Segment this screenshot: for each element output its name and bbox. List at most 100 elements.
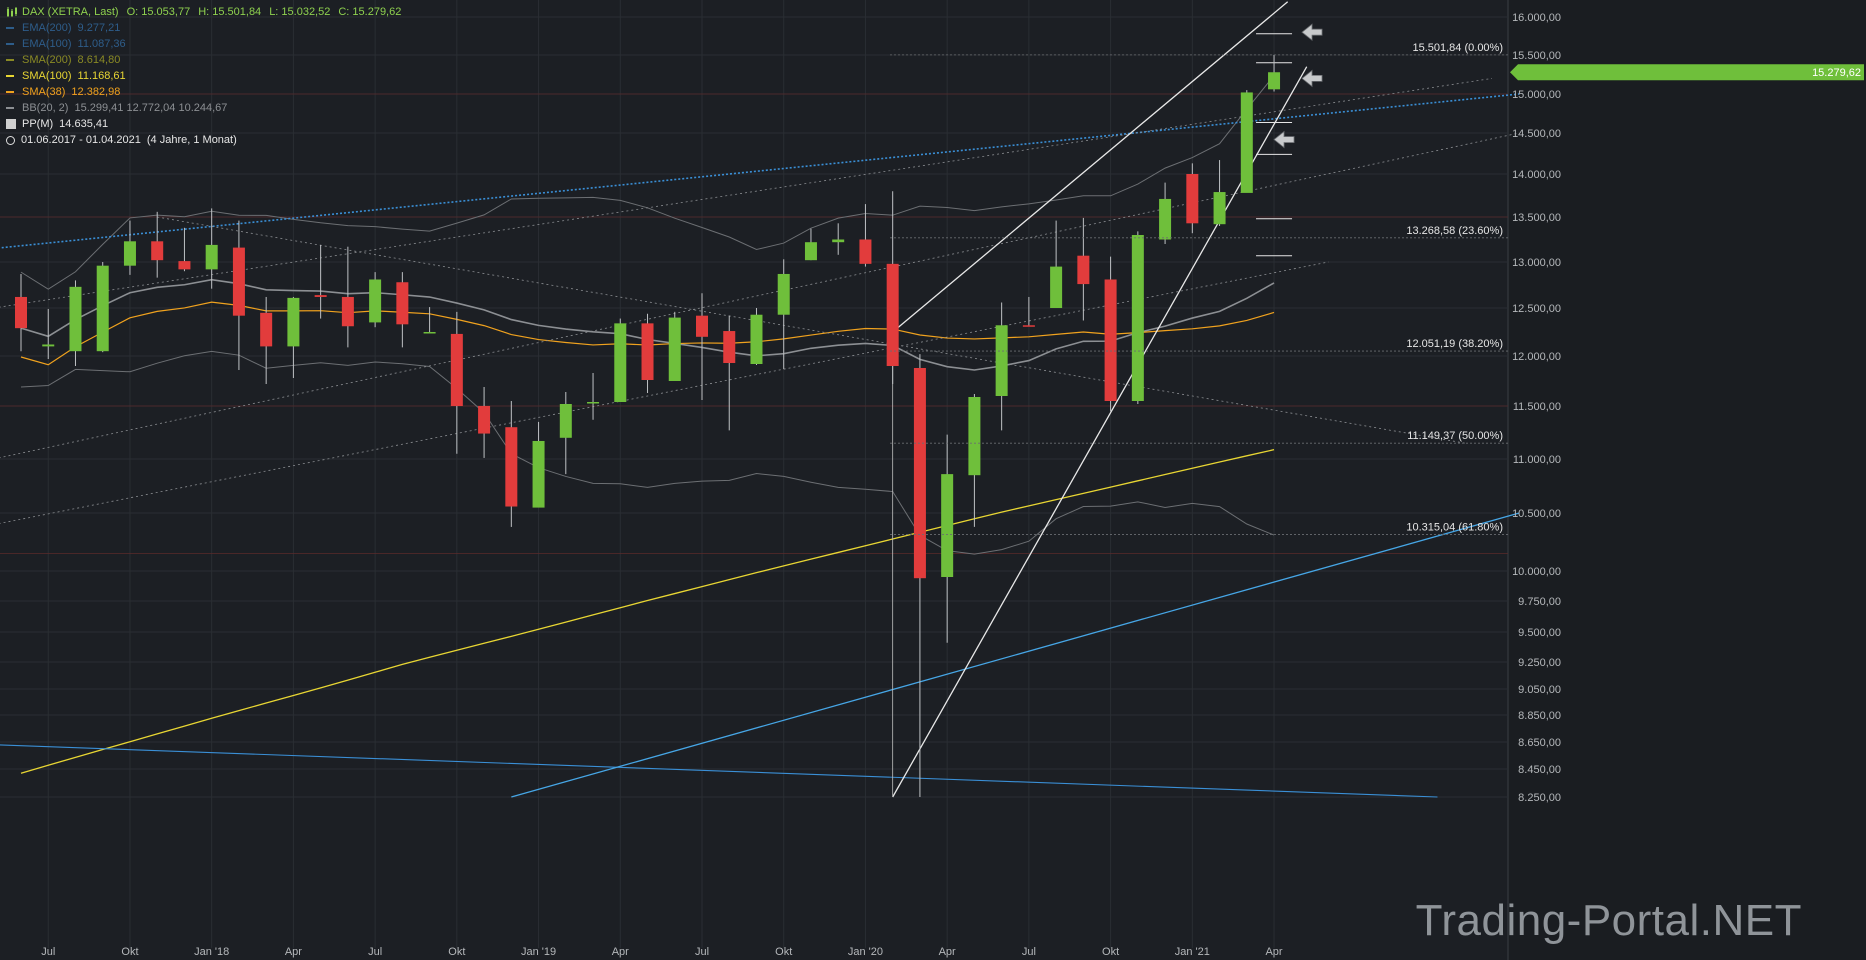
- legend-range-dates: 01.06.2017 - 01.04.2021: [21, 134, 141, 146]
- legend-pp-name: PP(M): [22, 118, 54, 130]
- falling-trend-line: [157, 216, 1465, 444]
- last-price-badge: [1510, 64, 1864, 81]
- fib-level-label: 12.051,19 (38.20%): [1406, 338, 1503, 350]
- candle-body: [696, 315, 708, 337]
- y-tick-label: 13.500,00: [1512, 212, 1561, 224]
- legend-item: BB(20, 2) 15.299,41 12.772,04 10.244,67: [6, 100, 409, 116]
- legend-indicator-list: EMA(200) 9.277,21 EMA(100) 11.087,36 SMA(200…: [6, 20, 409, 116]
- candle-body: [205, 244, 218, 270]
- y-tick-label: 8.850,00: [1518, 710, 1561, 722]
- y-axis: 16.000,00 15.500,00 15.000,00 14.500,00 14.0…: [1512, 12, 1561, 804]
- x-tick-label: Jan '20: [848, 946, 883, 958]
- candle-body: [15, 296, 27, 329]
- candle-body: [478, 406, 491, 434]
- x-tick-label: Apr: [285, 946, 302, 958]
- y-tick-label: 15.500,00: [1512, 50, 1561, 62]
- arrow-marker-icon: [1301, 23, 1323, 42]
- candle-body: [178, 261, 191, 270]
- candle-body: [232, 247, 245, 316]
- y-tick-label: 9.500,00: [1518, 627, 1561, 639]
- candle-body: [396, 282, 409, 325]
- fib-level-label: 11.149,37 (50.00%): [1407, 430, 1503, 442]
- pivot-square-icon: [6, 119, 16, 129]
- legend-item-name: SMA(100): [22, 70, 72, 82]
- legend-item: SMA(200) 8.614,80: [6, 52, 409, 68]
- x-tick-label: Okt: [121, 946, 138, 958]
- x-tick-label: Apr: [1265, 946, 1282, 958]
- legend-swatch: [6, 27, 14, 29]
- legend-item-value: 15.299,41 12.772,04 10.244,67: [74, 102, 228, 114]
- candle-body: [151, 241, 164, 261]
- y-tick-label: 9.250,00: [1518, 657, 1561, 669]
- y-tick-label: 11.500,00: [1513, 401, 1561, 413]
- y-tick-label: 8.450,00: [1518, 764, 1561, 776]
- x-tick-label: Jan '18: [194, 946, 229, 958]
- legend-item: SMA(100) 11.168,61: [6, 68, 409, 84]
- legend-item: EMA(200) 9.277,21: [6, 20, 409, 36]
- legend-item-name: EMA(100): [22, 38, 72, 50]
- candle-body: [1213, 192, 1226, 225]
- legend-ohlc: DAX (XETRA, Last) O: 15.053,77 H: 15.501…: [6, 4, 409, 20]
- legend-swatch: [6, 59, 14, 61]
- x-tick-label: Jul: [1022, 946, 1036, 958]
- candle-body: [723, 331, 736, 363]
- candle-body: [886, 263, 899, 366]
- x-tick-label: Jul: [695, 946, 709, 958]
- candle-body: [804, 242, 817, 261]
- sma100-line: [20, 449, 1275, 774]
- x-tick-label: Jan '19: [521, 946, 556, 958]
- legend-swatch: [6, 91, 14, 93]
- candle-body: [287, 297, 300, 347]
- y-tick-label: 10.500,00: [1512, 508, 1561, 520]
- candle-body: [1131, 235, 1144, 401]
- y-tick-label: 10.000,00: [1512, 566, 1561, 578]
- candle-body: [1022, 325, 1035, 327]
- legend-pp-value: 14.635,41: [59, 118, 109, 130]
- candle-body: [859, 239, 872, 264]
- lower-channel-line: [0, 261, 1329, 524]
- legend-range: 01.06.2017 - 01.04.2021 (4 Jahre, 1 Mona…: [6, 132, 409, 148]
- legend-swatch: [6, 75, 14, 77]
- legend-item-value: 11.168,61: [77, 70, 126, 82]
- candle-body: [505, 427, 518, 507]
- x-tick-label: Apr: [612, 946, 629, 958]
- bb-lower-line: [20, 350, 1275, 555]
- y-tick-label: 11.000,00: [1513, 454, 1561, 466]
- candle-body: [423, 332, 436, 334]
- long-support-line: [0, 744, 1438, 798]
- candle-body: [123, 241, 136, 266]
- legend-low: L: 15.032,52: [269, 6, 331, 18]
- legend-item-value: 9.277,21: [77, 22, 121, 34]
- candle-body: [1104, 279, 1117, 401]
- candle-body: [42, 344, 55, 347]
- candle-body: [750, 314, 763, 364]
- support-trend-line: [511, 512, 1520, 798]
- x-tick-label: Jul: [368, 946, 382, 958]
- y-tick-label: 9.750,00: [1518, 596, 1561, 608]
- arrow-marker-icon: [1273, 130, 1295, 149]
- candle-body: [559, 404, 572, 438]
- grid: [0, 0, 1508, 948]
- x-tick-label: Jul: [41, 946, 55, 958]
- legend-item-name: BB(20, 2): [22, 102, 69, 114]
- arrow-marker-icon: [1301, 69, 1323, 88]
- x-axis: Jul Okt Jan '18 Apr Jul Okt Jan '19 Apr Jul Okt Ja…: [41, 946, 1283, 958]
- candle-body: [532, 440, 545, 508]
- candle-body: [614, 323, 627, 402]
- y-tick-label: 8.250,00: [1518, 792, 1561, 804]
- x-tick-label: Apr: [939, 946, 956, 958]
- candle-body: [668, 317, 681, 381]
- x-tick-label: Jan '21: [1175, 946, 1210, 958]
- ema-trend-line: [0, 93, 1520, 249]
- candle-body: [1186, 174, 1199, 224]
- legend-item-name: SMA(38): [22, 86, 66, 98]
- price-axis-panel: [1508, 0, 1866, 960]
- watermark: Trading-Portal.NET: [1415, 896, 1802, 945]
- candle-body: [1050, 266, 1063, 308]
- candle-body: [450, 333, 463, 406]
- legend-item-value: 8.614,80: [77, 54, 121, 66]
- fib-level-label: 13.268,58 (23.60%): [1406, 225, 1503, 237]
- legend-pp: PP(M) 14.635,41: [6, 116, 409, 132]
- legend-open: O: 15.053,77: [126, 6, 191, 18]
